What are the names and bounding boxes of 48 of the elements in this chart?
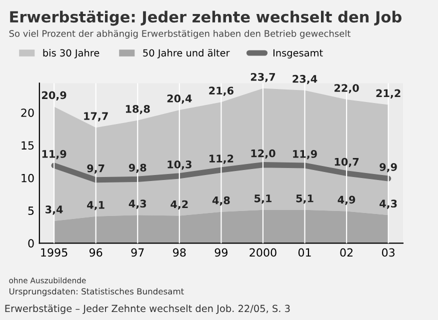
legend-label: 50 Jahre und älter	[143, 49, 230, 58]
data-label: 4,9	[338, 196, 356, 205]
chart-subtitle: So viel Prozent der abhängig Erwerbstätigen haben den Betrieb gewechselt	[9, 30, 351, 39]
data-label: 9,7	[87, 164, 104, 174]
text: Ursprungsdaten: Statistisches Bundesamt	[9, 288, 184, 296]
data-label: 17,7	[84, 112, 108, 122]
data-label: 23,4	[292, 74, 318, 84]
y-tick-label: 10	[22, 174, 34, 182]
data-label: 4,8	[212, 196, 230, 206]
data-label: 4,2	[170, 200, 188, 210]
y-tick-label: 0	[28, 239, 34, 248]
data-label: 18,8	[126, 104, 150, 114]
data-label: 10,3	[168, 160, 192, 170]
x-tick-label: 1995	[41, 248, 68, 257]
y-tick-label: 15	[22, 141, 34, 150]
data-label: 11,2	[210, 154, 234, 164]
data-label: 21,6	[209, 86, 234, 96]
data-label: 22,0	[334, 84, 359, 94]
data-label: 9,8	[128, 164, 146, 173]
data-label: 4,3	[128, 200, 146, 209]
data-label: 4,1	[87, 201, 104, 210]
data-label: 21,2	[376, 89, 400, 99]
chart-title: Erwerbstätige: Jeder zehnte wechselt den Job	[10, 10, 402, 26]
x-tick-label: 2000	[250, 248, 276, 257]
x-tick-label: 98	[173, 248, 186, 257]
data-label: 11,9	[293, 150, 317, 160]
data-label: 20,9	[42, 91, 66, 100]
data-label: 11,9	[42, 150, 66, 160]
x-tick-label: 96	[89, 248, 102, 257]
text: Erwerbstätige – Jeder Zehnte wechselt den Job. 22/05, S. 3	[5, 304, 290, 314]
data-label: 12,0	[251, 149, 276, 159]
data-label: 4,3	[380, 200, 397, 209]
data-label: 10,7	[334, 158, 359, 168]
x-tick-label: 99	[214, 248, 228, 257]
data-label: 23,7	[250, 72, 275, 82]
data-label: 5,1	[254, 194, 272, 204]
y-tick-label: 5	[28, 206, 34, 215]
legend-label: bis 30 Jahre	[43, 49, 100, 58]
data-label: 3,4	[46, 206, 63, 215]
y-tick-label: 20	[21, 108, 34, 117]
x-tick-label: 03	[382, 248, 395, 257]
x-tick-label: 01	[298, 248, 311, 257]
data-label: 5,1	[296, 194, 314, 204]
data-label: 20,4	[167, 94, 192, 104]
x-tick-label: 02	[340, 248, 353, 257]
data-label: 9,9	[380, 163, 397, 172]
x-tick-label: 97	[131, 248, 144, 257]
legend-label: Insgesamt	[274, 49, 323, 58]
